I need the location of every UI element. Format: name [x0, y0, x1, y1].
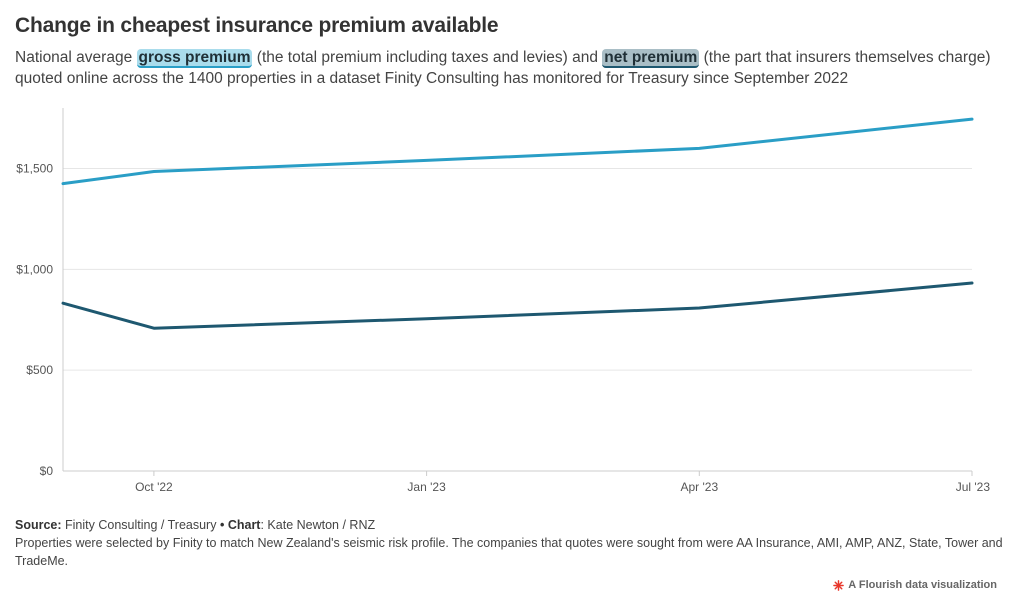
chart-credit-text: : Kate Newton / RNZ: [260, 518, 376, 532]
flourish-logo-icon: [833, 579, 845, 591]
source-line: Source: Finity Consulting / Treasury • C…: [15, 516, 1005, 534]
x-tick-label: Jan '23: [407, 480, 446, 494]
data-point-gross-premium: [152, 170, 156, 174]
flourish-text: A Flourish data visualization: [848, 579, 997, 591]
subtitle-post: (the part that insurers themselves charg…: [15, 49, 991, 87]
subtitle-mid: (the total premium including taxes and l…: [252, 49, 603, 66]
series-line-gross-premium: [61, 117, 974, 186]
line-chart: $0 $500 $1,000 $1,500 Oct '22 Jan '23 Apr '23 J…: [16, 108, 990, 494]
series-layer: [61, 117, 974, 330]
chart-footer: Source: Finity Consulting / Treasury • C…: [15, 516, 1005, 570]
x-tick-label: Oct '22: [135, 480, 173, 494]
data-point-gross-premium: [970, 117, 974, 121]
data-point-net-premium: [425, 317, 429, 321]
data-point-gross-premium: [697, 146, 701, 150]
bullet: •: [219, 518, 225, 532]
flourish-credit[interactable]: A Flourish data visualization: [833, 579, 997, 591]
grid-layer: [63, 168, 972, 371]
source-label: Source:: [15, 518, 62, 532]
y-tick-label: $500: [26, 363, 53, 377]
axis-layer: $0 $500 $1,000 $1,500 Oct '22 Jan '23 Apr '23 J…: [16, 108, 990, 494]
subtitle-pre: National average: [15, 49, 137, 66]
data-point-gross-premium: [425, 158, 429, 162]
y-tick-label: $1,500: [16, 162, 53, 176]
chart-subtitle: National average gross premium (the tota…: [15, 47, 1005, 89]
data-point-net-premium: [152, 326, 156, 330]
data-point-net-premium: [61, 301, 65, 305]
chart-title: Change in cheapest insurance premium ava…: [15, 14, 499, 37]
x-tick-label: Jul '23: [956, 480, 991, 494]
x-tick-label: Apr '23: [680, 480, 718, 494]
y-tick-label: $1,000: [16, 262, 53, 276]
data-point-net-premium: [697, 306, 701, 310]
series-line-net-premium: [61, 281, 974, 330]
chart-credit-label: Chart: [227, 518, 261, 532]
data-point-gross-premium: [61, 182, 65, 186]
legend-gross-premium[interactable]: gross premium: [136, 49, 253, 68]
data-point-net-premium: [970, 281, 974, 285]
y-tick-label: $0: [40, 464, 54, 478]
footnote: Properties were selected by Finity to ma…: [15, 536, 1003, 568]
flourish-logo-ray: [838, 581, 843, 586]
source-text: Finity Consulting / Treasury: [61, 518, 220, 532]
legend-net-premium[interactable]: net premium: [602, 49, 700, 68]
